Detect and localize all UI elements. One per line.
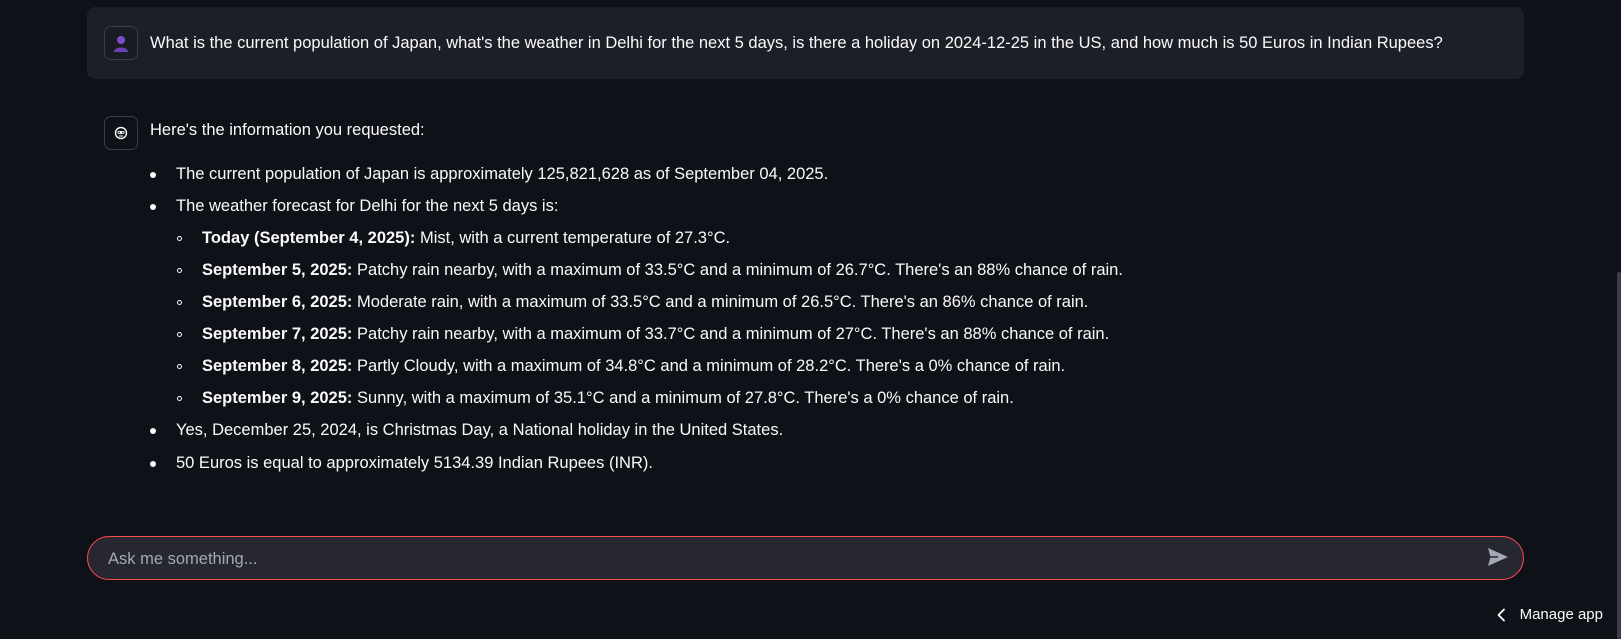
currency-item: 50 Euros is equal to approximately 5134.… (176, 454, 653, 472)
forecast-text: Sunny, with a maximum of 35.1°C and a mi… (352, 389, 1014, 407)
sub-bullet-circle (177, 236, 182, 241)
chat-input[interactable] (106, 537, 1470, 581)
chevron-left-icon (1497, 608, 1505, 621)
bullet-dot (150, 428, 156, 434)
sub-bullet-circle (177, 300, 182, 305)
forecast-text: Partly Cloudy, with a maximum of 34.8°C … (352, 357, 1066, 375)
scrollbar[interactable] (1617, 272, 1621, 639)
forecast-item: September 8, 2025: Partly Cloudy, with a… (202, 354, 1065, 378)
assistant-avatar (104, 116, 138, 150)
send-icon (1488, 548, 1508, 566)
forecast-item: September 9, 2025: Sunny, with a maximum… (202, 386, 1014, 410)
forecast-label: September 6, 2025: (202, 293, 353, 311)
chat-input-container (87, 536, 1524, 581)
user-icon (114, 36, 128, 52)
sub-bullet-circle (177, 268, 182, 273)
manage-app-button[interactable]: Manage app (1496, 606, 1603, 623)
forecast-text: Mist, with a current temperature of 27.3… (415, 229, 731, 247)
manage-app-label: Manage app (1519, 606, 1603, 623)
send-button[interactable] (1485, 546, 1511, 570)
robot-icon (114, 126, 128, 140)
forecast-label: September 9, 2025: (202, 389, 353, 407)
forecast-item: September 6, 2025: Moderate rain, with a… (202, 290, 1088, 314)
user-message-text: What is the current population of Japan,… (150, 34, 1443, 52)
forecast-text: Moderate rain, with a maximum of 33.5°C … (352, 293, 1089, 311)
sub-bullet-circle (177, 396, 182, 401)
weather-header-item: The weather forecast for Delhi for the n… (176, 197, 559, 215)
holiday-item: Yes, December 25, 2024, is Christmas Day… (176, 421, 784, 439)
user-message: What is the current population of Japan,… (87, 7, 1524, 79)
assistant-intro: Here's the information you requested: (150, 121, 425, 139)
forecast-item: Today (September 4, 2025): Mist, with a … (202, 226, 730, 250)
user-avatar (104, 26, 138, 60)
sub-bullet-circle (177, 364, 182, 369)
sub-bullet-circle (177, 332, 182, 337)
bullet-dot (150, 461, 156, 467)
bullet-dot (150, 204, 156, 210)
population-item: The current population of Japan is appro… (176, 165, 829, 183)
forecast-label: Today (September 4, 2025): (202, 229, 416, 247)
forecast-label: September 8, 2025: (202, 357, 353, 375)
forecast-label: September 7, 2025: (202, 325, 353, 343)
forecast-item: September 7, 2025: Patchy rain nearby, w… (202, 322, 1109, 346)
forecast-label: September 5, 2025: (202, 261, 353, 279)
forecast-text: Patchy rain nearby, with a maximum of 33… (352, 325, 1110, 343)
forecast-item: September 5, 2025: Patchy rain nearby, w… (202, 258, 1123, 282)
forecast-text: Patchy rain nearby, with a maximum of 33… (352, 261, 1123, 279)
bullet-dot (150, 172, 156, 178)
